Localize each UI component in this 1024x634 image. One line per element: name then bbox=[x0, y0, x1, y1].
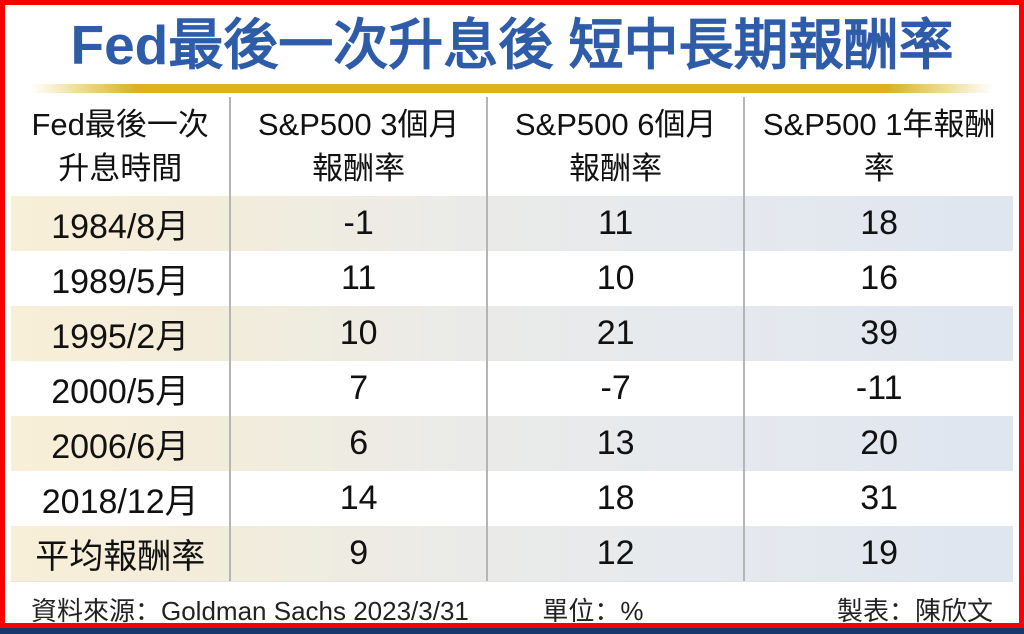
returns-table: Fed最後一次 升息時間 S&P500 3個月 報酬率 S&P500 6個月 報… bbox=[11, 97, 1013, 582]
table-footer: 資料來源：Goldman Sachs 2023/3/31 單位：% 製表：陳欣文 bbox=[5, 582, 1019, 628]
return-6m-cell: 11 bbox=[485, 196, 744, 251]
header-line: S&P500 1年報酬 bbox=[762, 107, 996, 143]
header-line: Fed最後一次 bbox=[31, 107, 209, 143]
table-row: 2006/6月 6 13 20 bbox=[11, 416, 1013, 471]
period-cell: 1995/2月 bbox=[51, 318, 190, 356]
table-row: 2000/5月 7 -7 -11 bbox=[11, 361, 1013, 416]
return-3m-cell: 14 bbox=[229, 471, 486, 526]
unit-label: 單位：% bbox=[542, 596, 644, 626]
return-6m-cell: 12 bbox=[485, 526, 744, 581]
header-line: 報酬率 bbox=[312, 150, 406, 186]
return-3m-cell: 7 bbox=[229, 361, 486, 416]
return-1y-cell: 16 bbox=[743, 251, 1013, 306]
header-cell-3m: S&P500 3個月 報酬率 bbox=[229, 97, 486, 196]
return-6m-cell: 10 bbox=[485, 251, 744, 306]
source-label: 資料來源：Goldman Sachs 2023/3/31 bbox=[31, 596, 469, 626]
return-6m-cell: 18 bbox=[485, 471, 744, 526]
period-cell: 1984/8月 bbox=[51, 208, 190, 246]
header-cell-period: Fed最後一次 升息時間 bbox=[11, 97, 229, 196]
return-3m-cell: 10 bbox=[229, 306, 486, 361]
credit-label: 製表：陳欣文 bbox=[836, 596, 993, 626]
return-6m-cell: 13 bbox=[485, 416, 744, 471]
period-cell: 2000/5月 bbox=[51, 373, 190, 411]
header-cell-1y: S&P500 1年報酬 率 bbox=[743, 97, 1013, 196]
table-row: 1984/8月 -1 11 18 bbox=[11, 196, 1013, 251]
period-cell: 1989/5月 bbox=[51, 263, 190, 301]
return-1y-cell: 19 bbox=[743, 526, 1013, 581]
return-3m-cell: -1 bbox=[229, 196, 486, 251]
return-1y-cell: 31 bbox=[743, 471, 1013, 526]
period-cell: 平均報酬率 bbox=[35, 538, 206, 576]
header-cell-6m: S&P500 6個月 報酬率 bbox=[485, 97, 744, 196]
header-line: 升息時間 bbox=[58, 150, 183, 186]
table-row: 1989/5月 11 10 16 bbox=[11, 251, 1013, 306]
table-row-average: 平均報酬率 9 12 19 bbox=[11, 526, 1013, 581]
return-3m-cell: 6 bbox=[229, 416, 486, 471]
title-underline-bar bbox=[31, 84, 993, 93]
return-6m-cell: 21 bbox=[485, 306, 744, 361]
period-cell: 2018/12月 bbox=[41, 483, 199, 521]
header-line: 率 bbox=[863, 150, 895, 186]
table-row: 2018/12月 14 18 31 bbox=[11, 471, 1013, 526]
return-1y-cell: -11 bbox=[743, 361, 1013, 416]
return-6m-cell: -7 bbox=[485, 361, 744, 416]
return-1y-cell: 20 bbox=[743, 416, 1013, 471]
header-line: 報酬率 bbox=[569, 150, 663, 186]
period-cell: 2006/6月 bbox=[51, 428, 190, 466]
return-1y-cell: 39 bbox=[743, 306, 1013, 361]
return-1y-cell: 18 bbox=[743, 196, 1013, 251]
return-3m-cell: 11 bbox=[229, 251, 486, 306]
table-row: 1995/2月 10 21 39 bbox=[11, 306, 1013, 361]
bottom-page-strip bbox=[0, 628, 1024, 634]
page-title: Fed最後一次升息後 短中長期報酬率 bbox=[70, 14, 954, 76]
header-line: S&P500 3個月 bbox=[257, 107, 460, 143]
table-header-row: Fed最後一次 升息時間 S&P500 3個月 報酬率 S&P500 6個月 報… bbox=[11, 97, 1013, 196]
return-3m-cell: 9 bbox=[229, 526, 486, 581]
header-line: S&P500 6個月 bbox=[514, 107, 717, 143]
